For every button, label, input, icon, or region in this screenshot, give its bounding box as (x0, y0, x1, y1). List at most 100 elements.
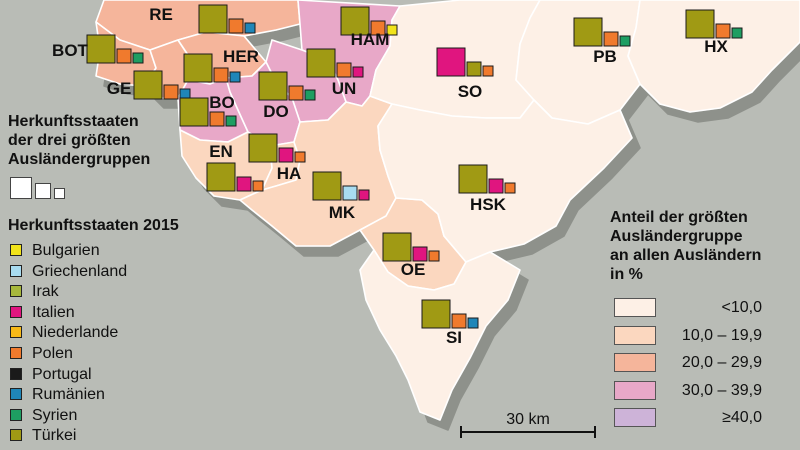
symbol-group-mk (312, 171, 370, 201)
district-label-ham: HAM (351, 30, 390, 49)
symbol-group-re (198, 4, 256, 34)
symbol-hx-2 (715, 23, 731, 39)
symbol-hsk-3 (504, 182, 516, 194)
district-hx (627, 0, 800, 113)
legend-swatch-9 (10, 408, 22, 421)
legend-country-label: Griechenland (32, 262, 128, 280)
symbol-group-ha (248, 133, 306, 163)
legend-country-label: Niederlande (32, 324, 119, 342)
district-label-her: HER (223, 47, 259, 66)
size-legend-small (54, 188, 65, 199)
symbol-group-bot (86, 34, 144, 64)
legend-country-label: Syrien (32, 406, 78, 424)
symbol-hx-3 (731, 27, 743, 39)
size-legend-symbols (10, 177, 70, 199)
symbol-do-1 (258, 71, 288, 101)
symbol-group-hsk (458, 164, 516, 194)
district-label-hx: HX (704, 37, 728, 56)
legend-swatch-2 (10, 264, 22, 277)
symbol-ha-2 (278, 147, 294, 163)
symbol-un-3 (352, 66, 364, 78)
legend-swatch-8 (10, 388, 22, 401)
symbol-so-1 (436, 47, 466, 77)
symbol-ha-1 (248, 133, 278, 163)
symbol-un-1 (306, 48, 336, 78)
symbol-re-3 (244, 22, 256, 34)
symbol-oe-3 (428, 250, 440, 262)
symbol-ham-2 (370, 20, 386, 36)
symbol-group-un (306, 48, 364, 78)
legend-country-label: Portugal (32, 365, 92, 383)
symbol-un-2 (336, 62, 352, 78)
symbol-group-pb (573, 17, 631, 47)
district-label-oe: OE (401, 260, 426, 279)
district-label-so: SO (458, 82, 483, 101)
country-legend-title: Herkunftsstaaten 2015 (8, 217, 179, 234)
symbol-her-1 (183, 53, 213, 83)
district-label-bo: BO (209, 93, 235, 112)
symbol-pb-1 (573, 17, 603, 47)
size-legend-title: Herkunftsstaaten der drei größten Auslän… (8, 112, 150, 169)
symbol-si-2 (451, 313, 467, 329)
symbol-ham-1 (340, 6, 370, 36)
symbol-group-her (183, 53, 241, 83)
legend-swatch-3 (10, 285, 22, 298)
legend-country-label: Türkei (32, 427, 77, 445)
district-si (359, 249, 521, 421)
scale-bar-label: 30 km (506, 411, 550, 428)
district-label-hsk: HSK (470, 195, 507, 214)
class-swatch-1 (614, 298, 656, 317)
symbol-en-2 (236, 176, 252, 192)
symbol-do-3 (304, 89, 316, 101)
legend-swatch-10 (10, 429, 22, 442)
district-label-un: UN (332, 79, 357, 98)
district-label-re: RE (149, 5, 173, 24)
symbol-en-1 (206, 162, 236, 192)
size-legend-title-line-1: Herkunftsstaaten (8, 113, 139, 130)
symbol-group-ge (133, 70, 191, 100)
symbol-bo-2 (209, 111, 225, 127)
legend-country-label: Bulgarien (32, 242, 100, 259)
scale-bar: 30 km (460, 411, 596, 438)
symbol-hsk-2 (488, 178, 504, 194)
symbol-hsk-1 (458, 164, 488, 194)
district-label-si: SI (446, 328, 462, 347)
district-label-mk: MK (329, 203, 356, 222)
symbol-bo-3 (225, 115, 237, 127)
symbol-pb-3 (619, 35, 631, 47)
class-swatch-5 (614, 408, 656, 427)
symbol-ge-1 (133, 70, 163, 100)
symbol-bot-2 (116, 48, 132, 64)
district-label-ge: GE (107, 79, 132, 98)
symbol-mk-3 (358, 189, 370, 201)
legend-swatch-1 (10, 244, 22, 256)
symbol-si-1 (421, 299, 451, 329)
symbol-group-en (206, 162, 264, 192)
class-legend-title-line-4: in % (610, 266, 643, 283)
class-label-2: 10,0 – 19,9 (681, 326, 762, 344)
symbol-bo-1 (179, 97, 209, 127)
symbol-group-bo (179, 97, 237, 127)
legend-swatch-4 (10, 305, 22, 318)
class-label-3: 20,0 – 29,9 (681, 354, 762, 371)
symbol-re-2 (228, 18, 244, 34)
symbol-ha-3 (294, 151, 306, 163)
symbol-group-so (436, 47, 494, 77)
symbol-bot-3 (132, 52, 144, 64)
legend-swatch-5 (10, 326, 22, 339)
legend-country-label: Italien (32, 303, 75, 321)
symbol-mk-2 (342, 185, 358, 201)
district-label-pb: PB (593, 47, 617, 66)
symbol-group-ham (340, 6, 398, 36)
symbol-ge-2 (163, 84, 179, 100)
size-legend-title-line-3: Ausländergruppen (8, 151, 151, 168)
symbol-re-1 (198, 4, 228, 34)
class-label-5: ≥40,0 (722, 409, 762, 426)
symbol-ham-3 (386, 24, 398, 36)
class-swatch-3 (614, 353, 656, 372)
symbol-bot-1 (86, 34, 116, 64)
size-legend-title-line-2: der drei größten (8, 132, 131, 149)
symbol-so-3 (482, 65, 494, 77)
district-label-en: EN (209, 142, 233, 161)
